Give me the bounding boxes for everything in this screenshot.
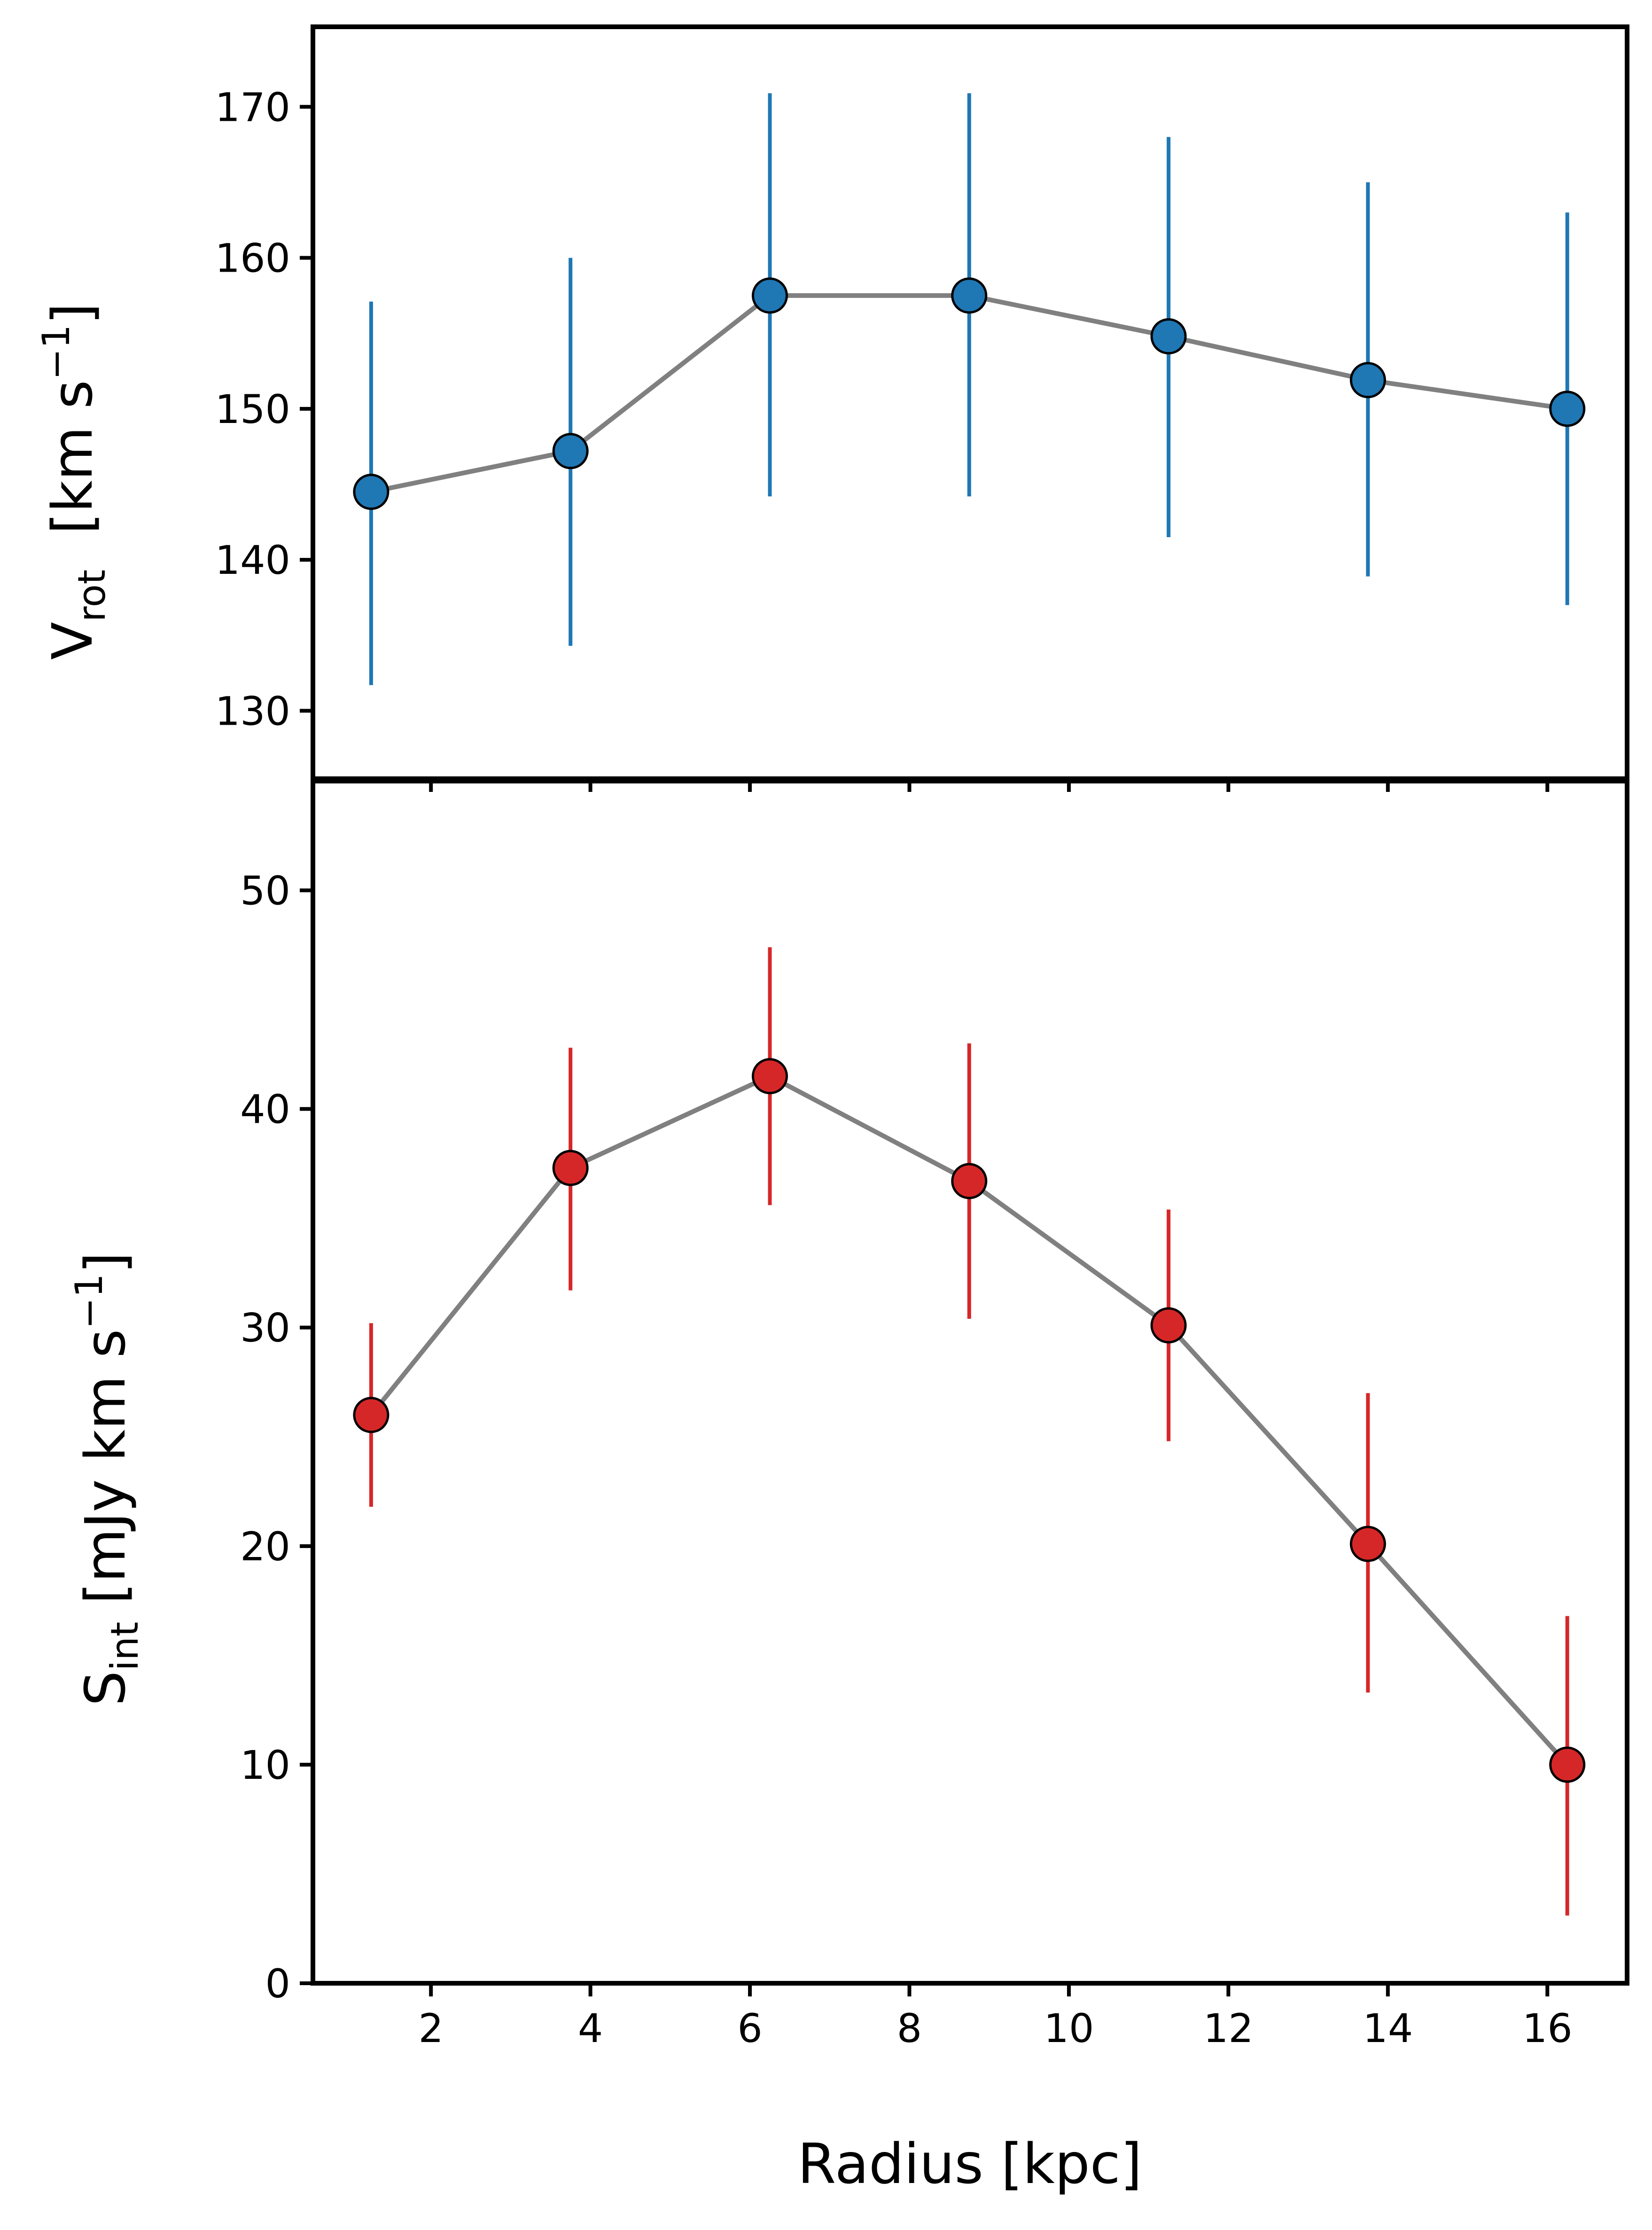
data-point [552,433,589,469]
data-point [752,1058,788,1095]
data-point [1349,362,1386,399]
top-panel: 130 140 150 160 170 Vrot [km s−1] [34,24,1629,792]
data-point [951,277,988,314]
bottom-x-ticks: 2 4 6 8 10 12 14 16 [418,1983,1573,2051]
x-tick-label: 12 [1203,2005,1254,2051]
bottom-points [353,1058,1586,1783]
x-tick-label: 14 [1363,2005,1413,2051]
y-tick-label: 10 [240,1742,290,1788]
y-tick-label: 130 [215,688,290,734]
bottom-y-axis-label: Sint [mJy km s−1] [67,1252,147,1706]
x-tick-label: 2 [418,2005,443,2051]
y-tick-label: 30 [240,1305,290,1351]
y-tick-label: 160 [215,235,290,282]
data-point [353,474,390,510]
data-point [1549,391,1586,427]
data-point [1150,318,1187,355]
data-point [951,1163,988,1199]
x-axis-label: Radius [kpc] [797,2131,1142,2196]
x-tick-label: 8 [897,2005,922,2051]
y-tick-label: 150 [215,386,290,432]
x-tick-label: 16 [1522,2005,1573,2051]
top-y-ticks: 130 140 150 160 170 [215,84,313,734]
x-tick-label: 4 [578,2005,603,2051]
bottom-y-ticks: 0 10 20 30 40 50 [240,868,313,2007]
y-tick-label: 40 [240,1087,290,1133]
x-tick-label: 10 [1044,2005,1094,2051]
y-tick-label: 20 [240,1524,290,1570]
data-point [552,1150,589,1186]
bottom-axes-frame [311,779,1629,1986]
y-tick-label: 170 [215,84,290,130]
x-tick-label: 6 [737,2005,762,2051]
y-tick-label: 140 [215,537,290,583]
top-points [353,277,1586,510]
data-point [1549,1746,1586,1783]
data-point [1349,1526,1386,1562]
top-y-axis-label: Vrot [km s−1] [34,303,114,660]
y-tick-label: 50 [240,868,290,914]
data-point [1150,1307,1187,1344]
bottom-panel: 0 10 20 30 40 50 2 4 6 8 10 12 14 16 Sint [mJy km s−… [67,779,1629,2196]
data-point [353,1397,390,1433]
y-tick-label: 0 [265,1961,290,2007]
data-point [752,277,788,314]
